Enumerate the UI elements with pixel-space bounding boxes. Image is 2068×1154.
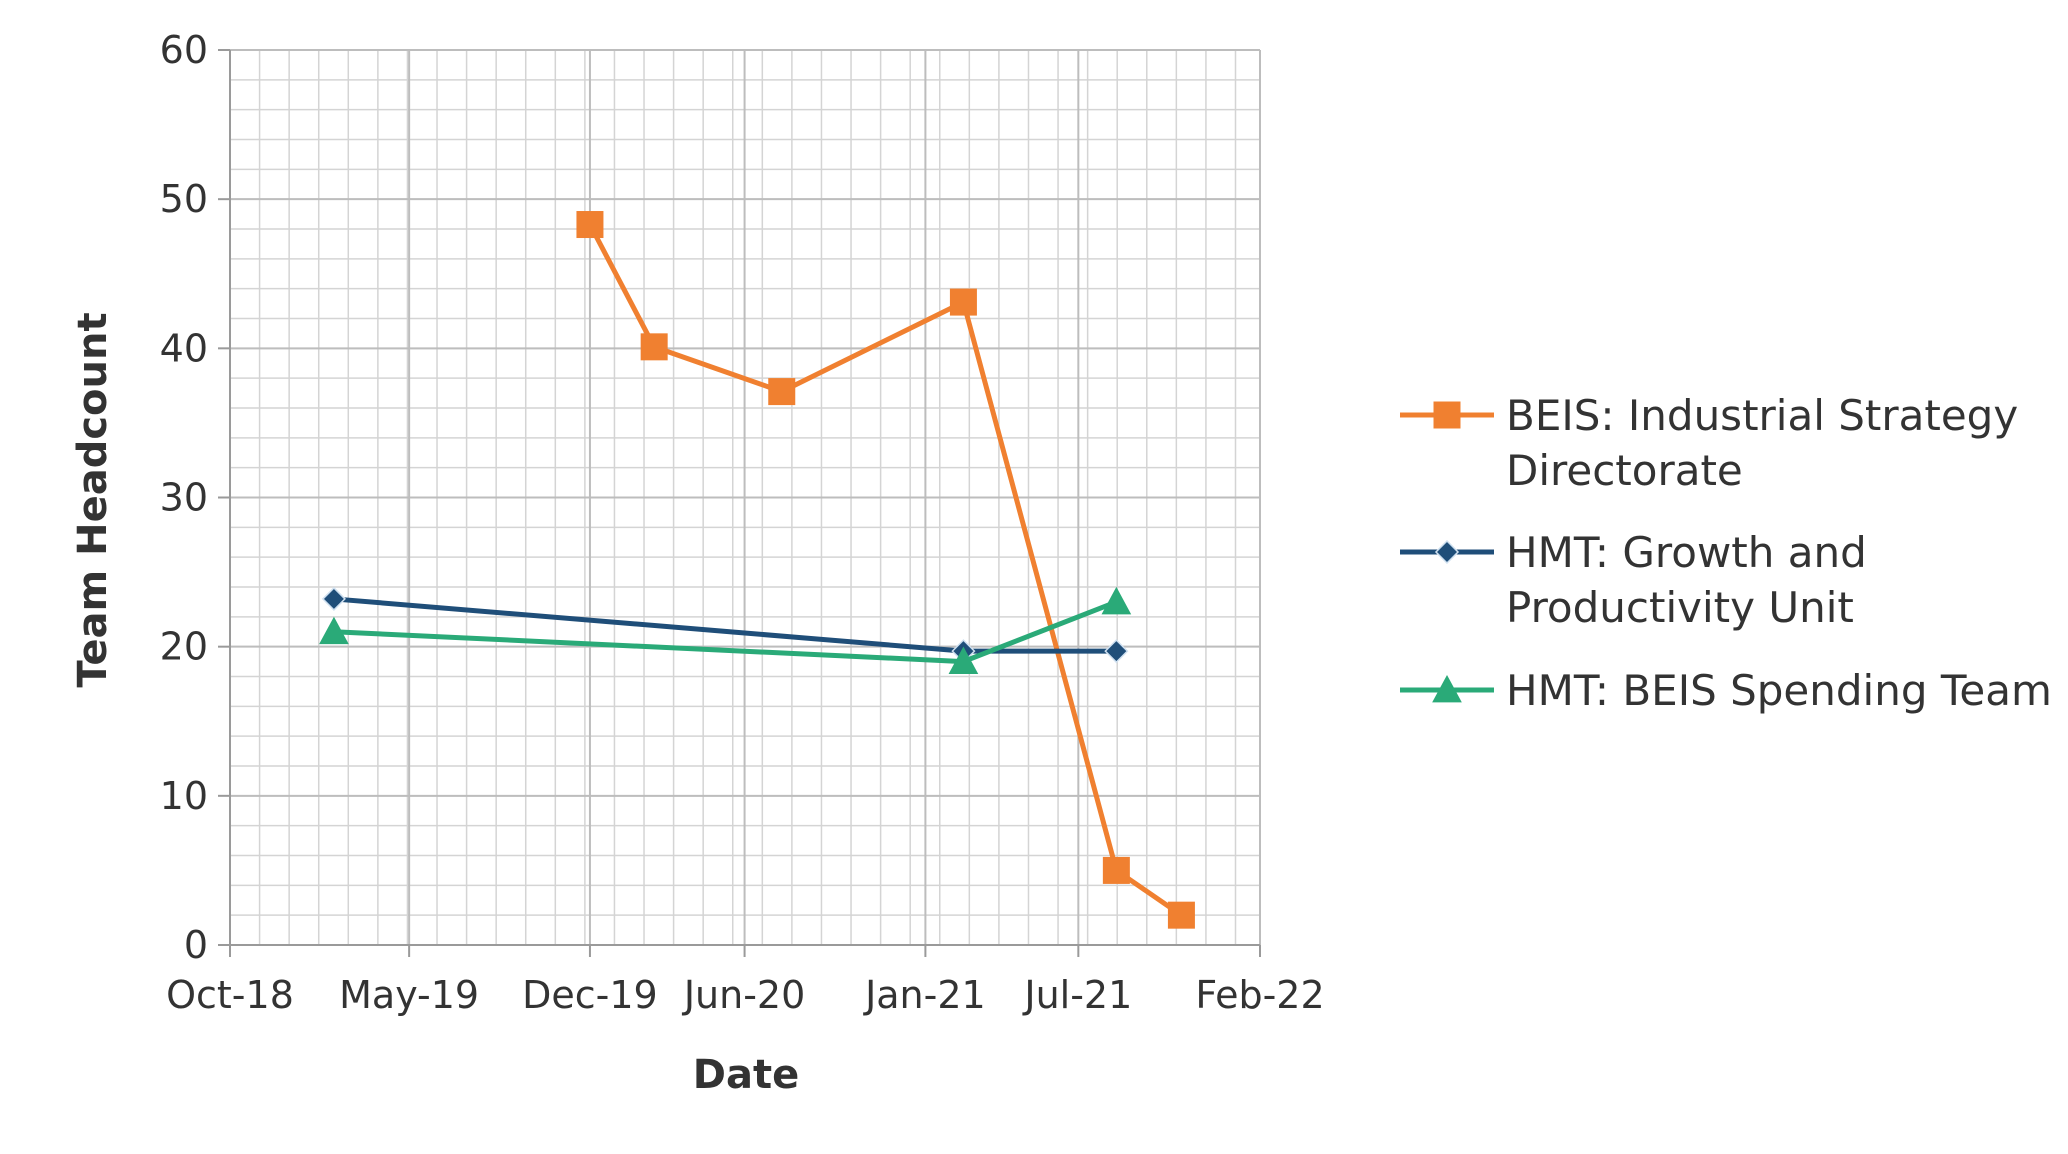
data-point: [768, 378, 796, 406]
legend-label: HMT: BEIS Spending Team: [1506, 666, 2052, 715]
legend-swatch-marker: [1433, 401, 1461, 429]
x-tick-labels: Oct-18 May-19 Dec-19 Jun-20 Jan-21 Jul-21 Feb-…: [166, 973, 1325, 1017]
grid-major: [229, 49, 1261, 946]
x-tick-label: Jun-20: [682, 973, 805, 1017]
data-point: [1101, 586, 1132, 615]
x-tick-label: Oct-18: [166, 973, 294, 1017]
y-tick-label: 30: [160, 476, 208, 520]
y-tick-label: 0: [184, 923, 208, 967]
y-tick-label: 60: [160, 28, 208, 72]
data-point: [1102, 856, 1130, 884]
legend-label: BEIS: Industrial Strategy: [1506, 391, 2018, 440]
series-0: [576, 211, 1195, 929]
data-point: [319, 616, 349, 645]
y-tick-label: 50: [160, 177, 208, 221]
series-line: [587, 223, 1183, 918]
y-tick-labels: 0 10 20 30 40 50 60: [160, 28, 208, 967]
data-point: [321, 586, 346, 611]
data-point: [576, 211, 604, 239]
legend-item-2: HMT: BEIS Spending Team: [1400, 666, 2052, 715]
series-layer: [319, 211, 1195, 929]
legend-label: HMT: Growth and: [1506, 528, 1867, 577]
x-tick-label: May-19: [339, 973, 479, 1017]
y-tick-label: 40: [160, 326, 208, 370]
legend: BEIS: Industrial Strategy Directorate HMT:…: [1400, 391, 2052, 715]
data-point: [948, 646, 979, 674]
legend-swatch-marker: [1434, 539, 1460, 565]
data-point: [1104, 639, 1129, 664]
y-tick-label: 20: [160, 625, 208, 669]
legend-item-0: BEIS: Industrial Strategy Directorate: [1400, 391, 2018, 495]
x-axis-title: Date: [693, 1052, 799, 1098]
series-2: [319, 586, 1132, 674]
data-point: [1167, 901, 1195, 929]
y-axis-title: Team Headcount: [70, 312, 116, 687]
data-point: [640, 333, 668, 361]
legend-item-1: HMT: Growth and Productivity Unit: [1400, 528, 1867, 632]
x-tick-label: Feb-22: [1195, 973, 1324, 1017]
legend-swatch-marker: [1432, 674, 1462, 703]
axes: [218, 49, 1261, 957]
legend-label: Directorate: [1506, 446, 1743, 495]
x-tick-label: Jan-21: [863, 973, 986, 1017]
x-tick-label: Jul-21: [1022, 973, 1132, 1017]
y-tick-label: 10: [160, 774, 208, 818]
x-tick-label: Dec-19: [522, 973, 658, 1017]
data-point: [949, 288, 977, 316]
legend-label: Productivity Unit: [1506, 583, 1854, 632]
